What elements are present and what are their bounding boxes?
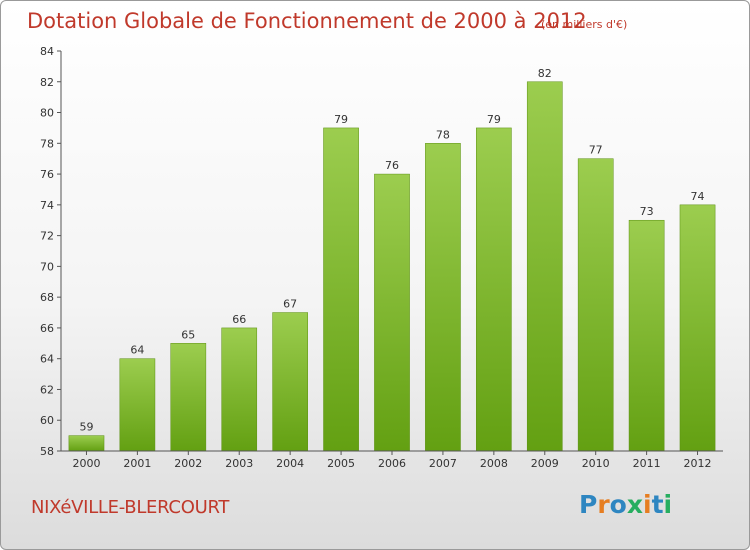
x-tick-label: 2008 (480, 457, 508, 470)
bar-value-label: 65 (181, 328, 195, 341)
commune-name: NIXéVILLE-BLERCOURT (31, 497, 230, 518)
x-tick-label: 2007 (429, 457, 457, 470)
x-tick-label: 2011 (633, 457, 661, 470)
x-axis: 2000 2001 2002 2003 2004 2005 2006 2007 2008 2009… (61, 450, 723, 470)
y-tick-label: 72 (40, 230, 54, 243)
y-tick-label: 74 (40, 199, 54, 212)
x-tick-label: 2003 (225, 457, 253, 470)
bar-2001 (119, 358, 156, 452)
bar-2000 (68, 435, 105, 452)
x-tick-label: 2000 (72, 457, 100, 470)
bar-2003 (221, 327, 258, 452)
bar-2010 (577, 158, 614, 452)
y-tick-label: 62 (40, 383, 54, 396)
bar-value-label: 73 (640, 205, 654, 218)
bar-value-label: 82 (538, 67, 552, 80)
y-tick-label: 82 (40, 76, 54, 89)
bar-2006 (374, 173, 410, 452)
bar-2009 (526, 81, 563, 452)
x-tick-label: 2001 (123, 457, 151, 470)
x-tick-label: 2006 (378, 457, 406, 470)
x-tick-label: 2012 (684, 457, 712, 470)
y-tick-label: 58 (40, 445, 54, 458)
logo-letter: i (643, 490, 652, 519)
bar-2007 (425, 143, 461, 452)
y-tick-label: 66 (40, 322, 54, 335)
bar-2008 (476, 127, 512, 452)
y-tick-label: 68 (40, 291, 54, 304)
bar-value-label: 77 (589, 144, 603, 157)
chart-title: Dotation Globale de Fonctionnement de 20… (27, 9, 587, 33)
x-tick-label: 2005 (327, 457, 355, 470)
bar-value-label: 79 (487, 113, 501, 126)
bar-2005 (323, 127, 359, 452)
x-tick-label: 2004 (276, 457, 304, 470)
chart-unit-label: (en milliers d'€) (541, 18, 628, 31)
bar-value-label: 66 (232, 313, 246, 326)
logo-letter: P (579, 490, 598, 519)
bar-2011 (628, 219, 665, 452)
logo-letter: x (626, 490, 643, 519)
bar-value-label: 78 (436, 128, 450, 141)
y-tick-label: 64 (40, 353, 54, 366)
bar-2004 (272, 312, 308, 452)
bar-value-label: 59 (79, 421, 93, 434)
y-tick-label: 76 (40, 168, 54, 181)
logo-letter: r (597, 490, 610, 519)
x-tick-label: 2002 (174, 457, 202, 470)
bar-value-label: 74 (691, 190, 705, 203)
bar-value-label: 64 (130, 344, 144, 357)
x-tick-label: 2009 (531, 457, 559, 470)
bar-2002 (170, 343, 207, 452)
y-tick-label: 70 (40, 260, 54, 273)
x-tick-label: 2010 (582, 457, 610, 470)
logo-letter: t (651, 490, 664, 519)
y-tick-label: 84 (40, 45, 54, 58)
y-axis: 58 60 62 64 66 68 70 72 74 76 78 80 82 84 (40, 45, 62, 458)
proxiti-logo[interactable]: Proxiti (579, 490, 672, 519)
bar-value-label: 76 (385, 159, 399, 172)
y-tick-label: 78 (40, 137, 54, 150)
y-tick-label: 60 (40, 414, 54, 427)
y-tick-label: 80 (40, 107, 54, 120)
bar-chart: 58 60 62 64 66 68 70 72 74 76 78 80 82 84 59 64 65 66 67 7… (40, 45, 723, 470)
bar-2012 (679, 204, 716, 452)
bar-value-label: 79 (334, 113, 348, 126)
logo-letter: o (609, 490, 627, 519)
logo-letter: i (663, 490, 673, 519)
bars-group: 59 64 65 66 67 79 76 78 79 82 77 73 74 (68, 67, 716, 452)
bar-value-label: 67 (283, 298, 297, 311)
